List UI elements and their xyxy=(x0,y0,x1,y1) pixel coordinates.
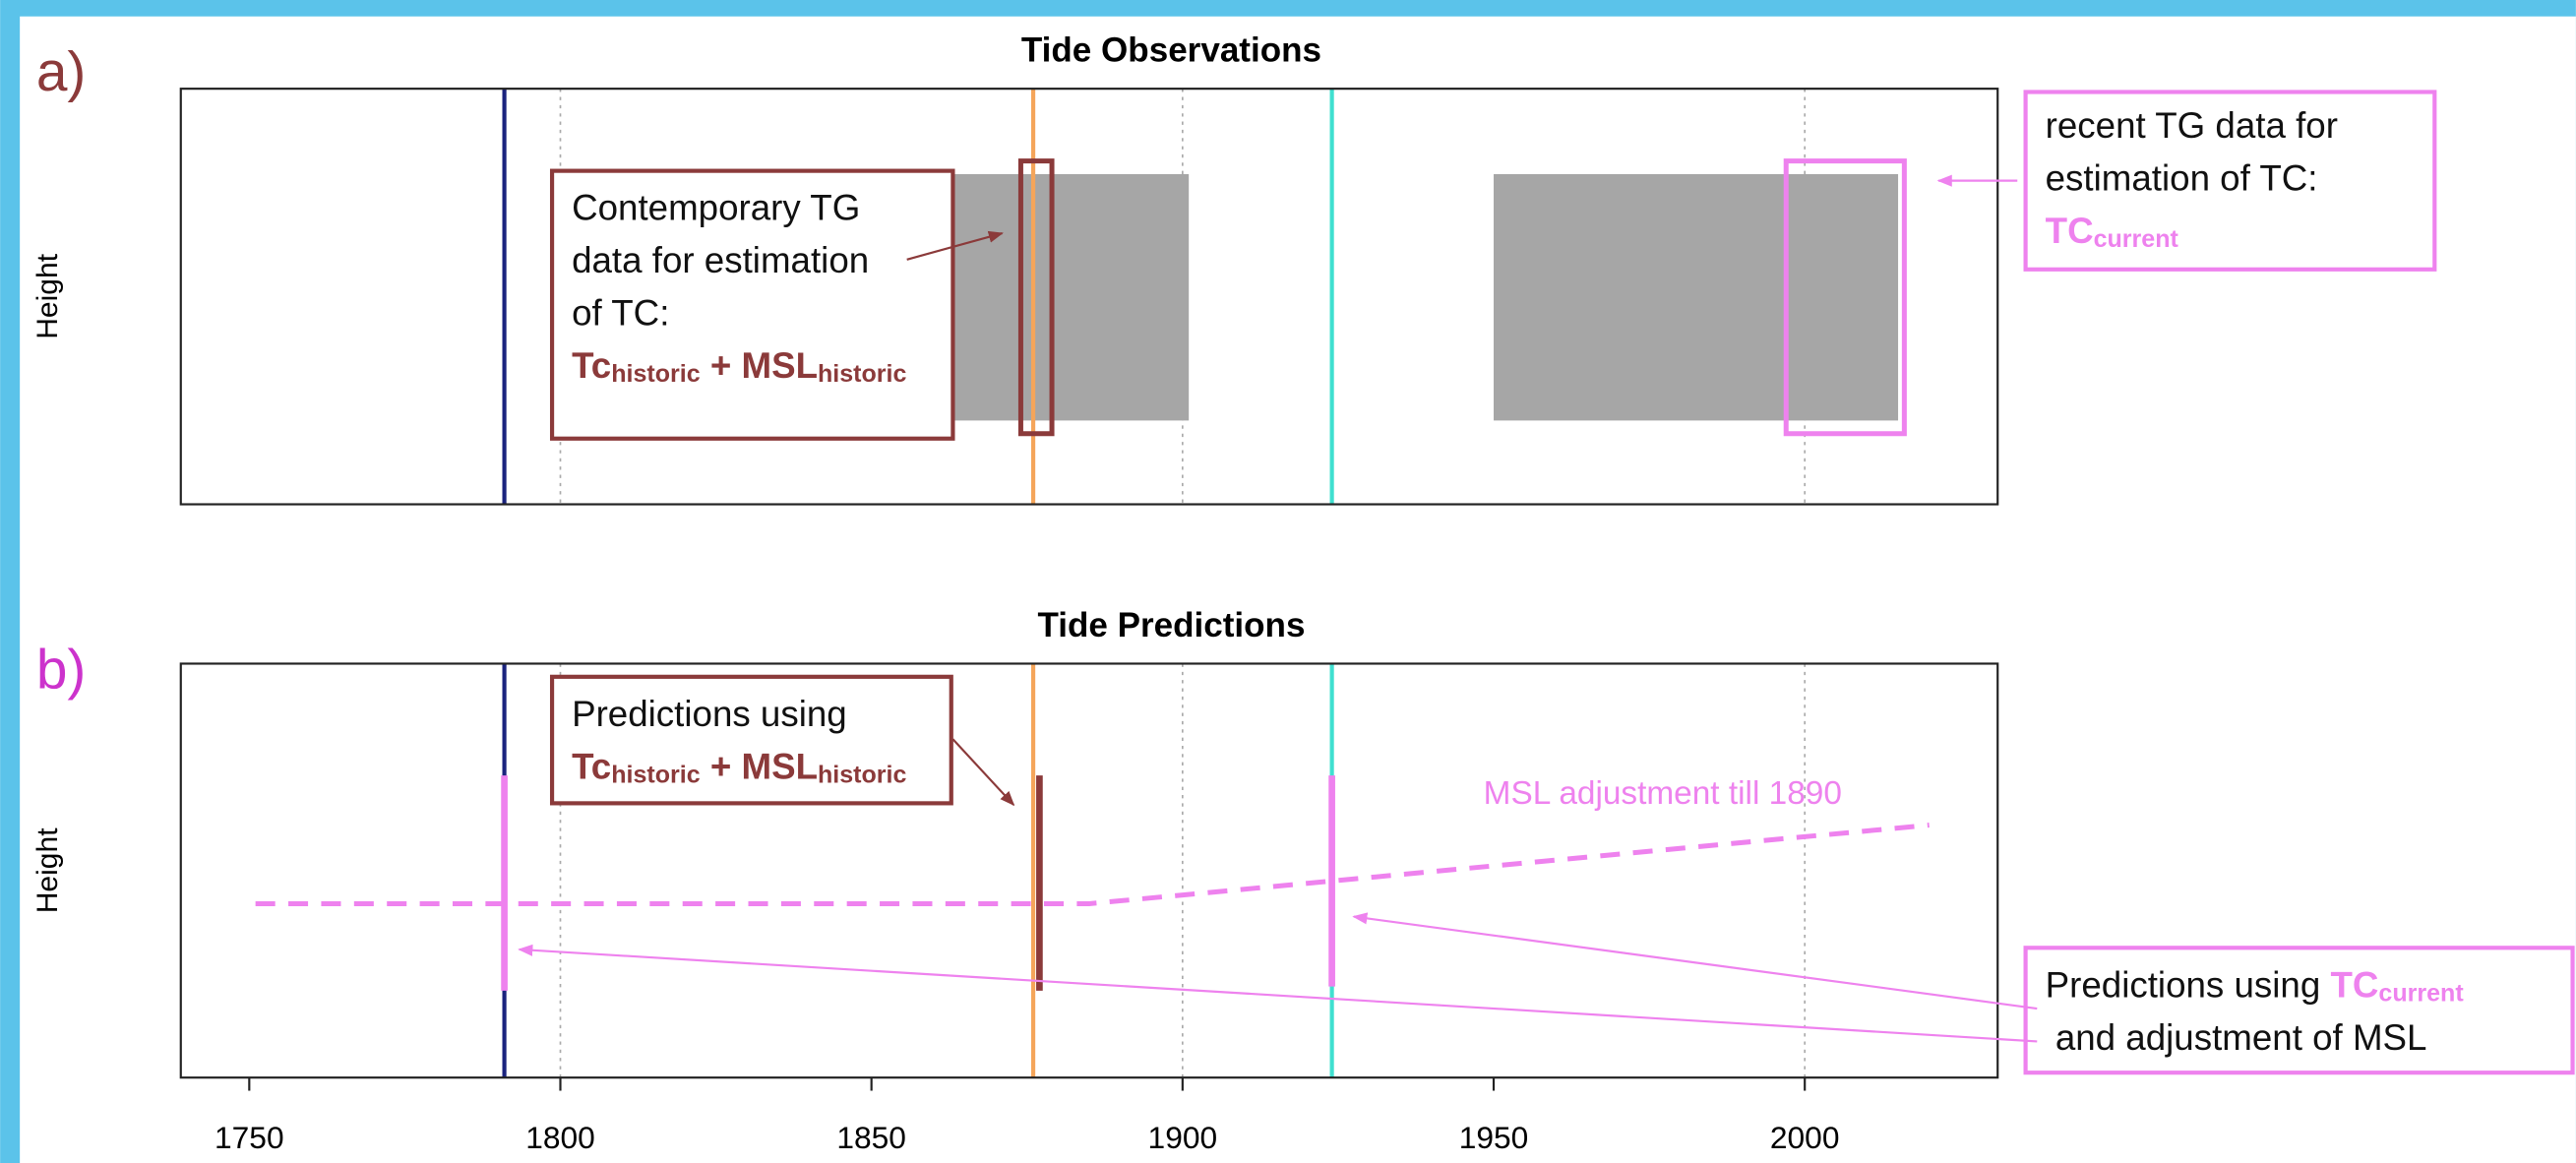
annotation-text: estimation of TC: xyxy=(2046,157,2318,198)
x-tick-label: 1750 xyxy=(215,1120,284,1155)
annotation-segment: historic xyxy=(818,761,906,788)
annotation-segment: + MSL xyxy=(701,746,818,786)
annotation-segment: current xyxy=(2094,225,2179,253)
annotation-segment: historic xyxy=(611,360,700,388)
annotation-segment: recent TG data for xyxy=(2046,105,2338,146)
chart-title: Tide Predictions xyxy=(1037,606,1305,644)
annotation-text: TCcurrent xyxy=(2046,211,2179,253)
highlight-box xyxy=(1017,158,1055,437)
annotation-text: Contemporary TG xyxy=(572,187,860,227)
annotation-segment: TC xyxy=(2046,211,2094,251)
annotation-segment: estimation of TC: xyxy=(2046,157,2318,198)
annotation-text: recent TG data for xyxy=(2046,105,2338,146)
annotation-segment: historic xyxy=(818,360,906,388)
x-tick-label: 2000 xyxy=(1770,1120,1840,1155)
annotation-text: Tchistoric + MSLhistoric xyxy=(572,746,906,788)
annotation-text: Predictions using xyxy=(572,694,847,734)
y-axis-label: Height xyxy=(31,253,64,339)
annotation-box xyxy=(2023,90,2437,272)
annotation-segment: Predictions using xyxy=(2046,964,2331,1005)
panel-label: b) xyxy=(36,639,86,701)
annotation-segment: and adjustment of MSL xyxy=(2046,1016,2427,1057)
x-tick-label: 1900 xyxy=(1148,1120,1218,1155)
x-tick-label: 1850 xyxy=(836,1120,906,1155)
annotation-arrow xyxy=(518,944,2038,1043)
msl-line xyxy=(255,823,1930,906)
x-tick-label: 1950 xyxy=(1459,1120,1529,1155)
annotation-segment: data for estimation xyxy=(572,240,869,280)
observation-span xyxy=(1494,173,1899,421)
annotation-text: Tchistoric + MSLhistoric xyxy=(572,345,906,388)
annotation-arrow xyxy=(951,738,1015,807)
highlight-box xyxy=(1783,158,1907,437)
chart-title: Tide Observations xyxy=(1021,31,1321,70)
panel-label: a) xyxy=(36,41,86,103)
x-tick-label: 1800 xyxy=(525,1120,595,1155)
annotation-box xyxy=(549,168,955,441)
annotation-arrow xyxy=(1352,912,2038,1010)
line-annotation: MSL adjustment till 1890 xyxy=(1484,775,1842,812)
annotation-text: Predictions using TCcurrent xyxy=(2046,964,2465,1007)
annotation-text: data for estimation xyxy=(572,240,869,280)
annotation-segment: of TC: xyxy=(572,292,669,333)
annotation-text: of TC: xyxy=(572,292,669,333)
plot-frame xyxy=(179,88,1999,506)
observation-span xyxy=(951,173,1190,421)
annotation-box xyxy=(549,674,953,806)
annotation-segment: + MSL xyxy=(701,345,818,386)
y-axis-label: Height xyxy=(31,827,64,914)
annotation-segment: Predictions using xyxy=(572,694,847,734)
annotation-segment: Contemporary TG xyxy=(572,187,860,227)
annotation-segment: TC xyxy=(2330,964,2378,1005)
annotation-text: and adjustment of MSL xyxy=(2046,1016,2427,1057)
annotation-segment: Tc xyxy=(572,746,611,786)
plot-frame xyxy=(179,662,1999,1079)
annotation-segment: historic xyxy=(611,761,700,788)
annotation-box xyxy=(2023,946,2575,1075)
annotation-arrow xyxy=(906,230,1004,261)
annotation-segment: current xyxy=(2378,979,2464,1007)
annotation-segment: Tc xyxy=(572,345,611,386)
